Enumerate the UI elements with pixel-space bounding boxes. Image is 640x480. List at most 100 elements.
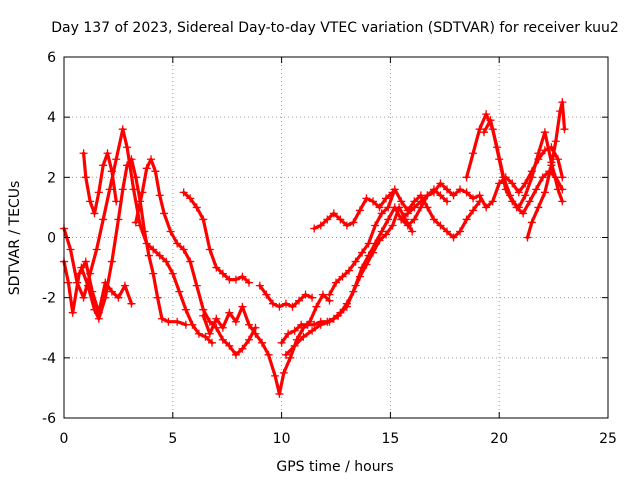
y-tick-label: 6 <box>47 50 56 66</box>
data-point <box>540 128 549 137</box>
data-point <box>512 203 521 212</box>
data-point <box>449 191 458 200</box>
data-point <box>155 251 164 260</box>
data-point <box>375 203 384 212</box>
data-point <box>342 221 351 230</box>
data-point <box>199 311 208 320</box>
data-point <box>114 215 123 224</box>
data-point <box>368 197 377 206</box>
data-point <box>310 224 319 233</box>
data-point <box>475 125 484 134</box>
data-point <box>364 239 373 248</box>
data-point <box>205 245 214 254</box>
data-point <box>168 269 177 278</box>
data-point <box>486 116 495 125</box>
series-sat-k <box>310 188 397 233</box>
data-point <box>218 335 227 344</box>
data-point <box>442 197 451 206</box>
data-point <box>316 221 325 230</box>
data-point <box>388 221 397 230</box>
data-point <box>90 209 99 218</box>
data-point <box>351 281 360 290</box>
data-point <box>173 239 182 248</box>
data-point <box>118 125 127 134</box>
data-point <box>482 110 491 119</box>
data-point <box>149 245 158 254</box>
data-point <box>186 257 195 266</box>
x-tick-label: 20 <box>490 431 508 447</box>
data-point <box>94 314 103 323</box>
data-point <box>155 191 164 200</box>
data-point <box>462 173 471 182</box>
data-point <box>194 329 203 338</box>
data-point <box>384 215 393 224</box>
data-point <box>92 245 101 254</box>
data-point <box>377 227 386 236</box>
axis-ticks: 0 5 10 15 20 25 -6 -4 -2 0 2 4 6 <box>42 50 617 447</box>
data-point <box>79 149 88 158</box>
y-tick-label: 2 <box>47 170 56 186</box>
data-point <box>268 299 277 308</box>
data-point <box>212 314 221 323</box>
x-axis-label: GPS time / hours <box>276 459 393 475</box>
x-tick-label: 15 <box>381 431 399 447</box>
series-sat-h <box>255 281 317 311</box>
series-sat-p <box>523 98 569 242</box>
data-point <box>103 149 112 158</box>
data-point <box>262 290 271 299</box>
data-point <box>151 167 160 176</box>
series-sat-j <box>281 185 451 359</box>
data-point <box>342 302 351 311</box>
data-point <box>390 185 399 194</box>
series-trace <box>327 187 482 297</box>
data-point <box>281 350 290 359</box>
data-point <box>166 227 175 236</box>
data-point <box>173 317 182 326</box>
data-point <box>423 203 432 212</box>
data-point <box>436 179 445 188</box>
data-point <box>308 293 317 302</box>
gridlines <box>64 57 608 418</box>
data-point <box>521 191 530 200</box>
data-point <box>416 197 425 206</box>
series-trace <box>134 157 258 357</box>
data-point <box>534 203 543 212</box>
data-point <box>358 248 367 257</box>
data-point <box>488 197 497 206</box>
data-point <box>288 302 297 311</box>
data-point <box>79 293 88 302</box>
data-point <box>231 350 240 359</box>
data-point <box>312 302 321 311</box>
data-point <box>264 350 273 359</box>
data-point <box>377 209 386 218</box>
data-point <box>551 137 560 146</box>
data-point <box>192 281 201 290</box>
data-point <box>112 197 121 206</box>
data-point <box>68 308 77 317</box>
data-point <box>284 329 293 338</box>
data-point <box>408 227 417 236</box>
series-sat-d <box>79 149 121 218</box>
data-traces <box>60 98 569 398</box>
data-point <box>275 389 284 398</box>
data-point <box>244 320 253 329</box>
series-trace <box>201 293 332 396</box>
data-point <box>147 155 156 164</box>
data-point <box>475 191 484 200</box>
data-point <box>258 338 267 347</box>
data-point <box>131 218 140 227</box>
data-point <box>560 125 569 134</box>
data-point <box>410 203 419 212</box>
y-tick-label: 0 <box>47 231 56 247</box>
data-point <box>64 278 73 287</box>
data-point <box>142 164 151 173</box>
data-point <box>179 245 188 254</box>
data-point <box>382 230 391 239</box>
data-point <box>508 179 517 188</box>
data-point <box>551 173 560 182</box>
data-point <box>207 338 216 347</box>
data-point <box>371 221 380 230</box>
data-point <box>192 203 201 212</box>
data-point <box>355 206 364 215</box>
